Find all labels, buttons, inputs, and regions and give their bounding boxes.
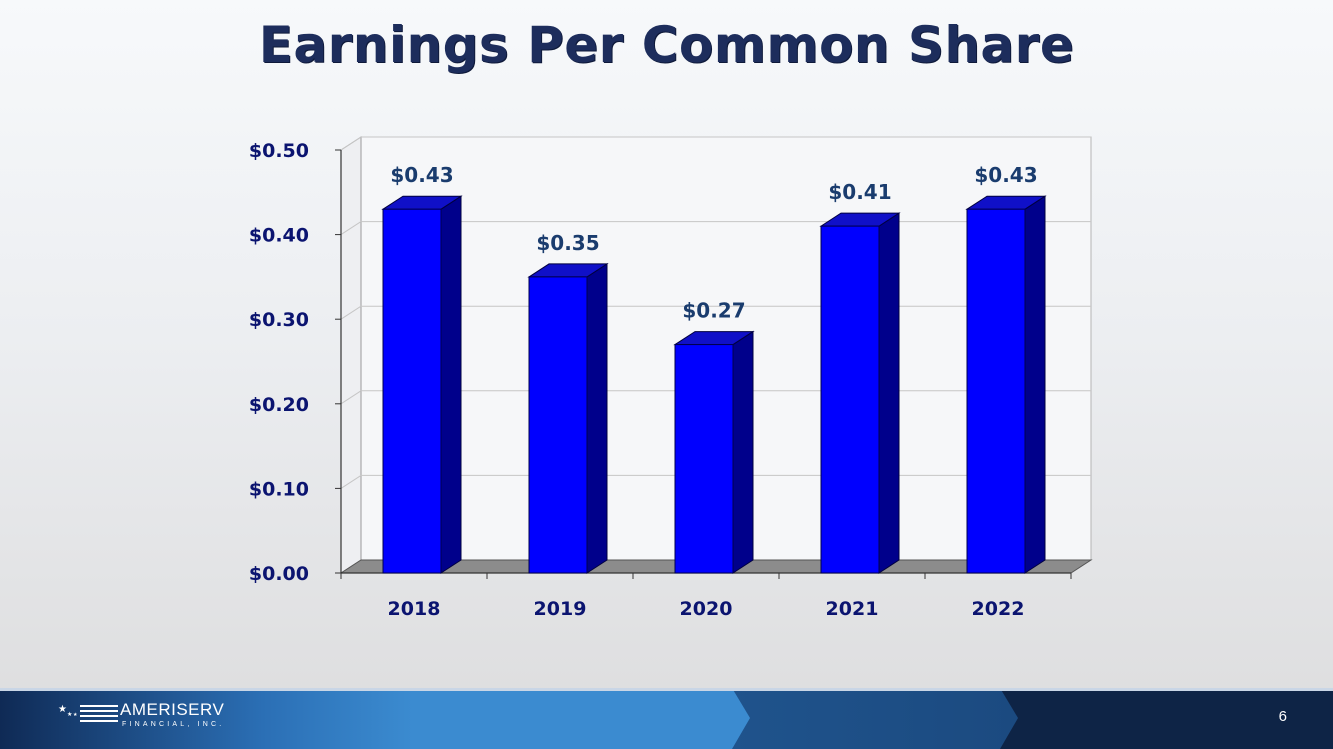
bar-2020 [673, 330, 755, 574]
bar-2018 [381, 195, 463, 574]
footer-left-band [0, 688, 750, 749]
logo-subtitle: FINANCIAL, INC. [122, 721, 225, 728]
y-tick-label: $0.00 [249, 563, 309, 585]
bar-front [382, 208, 442, 574]
bar-front [674, 344, 734, 574]
svg-text:★: ★ [58, 704, 67, 715]
gridline [340, 305, 362, 320]
data-label: $0.43 [390, 163, 453, 187]
ameriserv-logo: ★ ★ ★ AMERISERV FINANCIAL, INC. [58, 700, 224, 730]
page-title: Earnings Per Common Share [258, 16, 1075, 74]
footer-banner [0, 688, 1333, 749]
gridline [340, 221, 362, 236]
bar-2021 [819, 212, 901, 574]
flag-stars-icon: ★ ★ ★ [58, 704, 118, 722]
x-tick-label: 2018 [388, 598, 441, 620]
logo-wordmark: AMERISERV [120, 700, 225, 719]
x-tick-label: 2021 [826, 598, 879, 620]
gridline [340, 474, 362, 489]
x-tick-label: 2022 [972, 598, 1025, 620]
bar-2022 [965, 195, 1047, 574]
page-number: 6 [1278, 708, 1287, 725]
bar-chart: $0.00$0.10$0.20$0.30$0.40$0.50 2018 2019 2… [249, 136, 1093, 620]
data-label: $0.43 [974, 163, 1037, 187]
svg-text:★: ★ [73, 712, 78, 718]
y-tick-label: $0.30 [249, 309, 309, 331]
chart-data-labels: $0.43 $0.35 $0.27 $0.41 $0.43 [390, 163, 1037, 322]
gridline [340, 390, 362, 405]
bar-front [966, 208, 1026, 574]
footer-top-rule [0, 688, 1333, 691]
bar-2019 [527, 262, 609, 574]
y-tick-label: $0.50 [249, 140, 309, 162]
bar-side [440, 195, 462, 574]
data-label: $0.27 [682, 299, 745, 323]
bar-side [586, 262, 608, 574]
chart-side-panel [340, 136, 362, 574]
bar-side [1024, 195, 1046, 574]
x-tick-label: 2020 [680, 598, 733, 620]
data-label: $0.35 [536, 231, 599, 255]
x-axis-ticks: 2018 2019 2020 2021 2022 [340, 573, 1072, 620]
gridline [340, 136, 362, 151]
bar-side [732, 330, 754, 574]
x-tick-label: 2019 [534, 598, 587, 620]
svg-text:★: ★ [67, 711, 72, 718]
y-tick-label: $0.20 [249, 394, 309, 416]
bar-side [878, 212, 900, 574]
chart-bars [381, 195, 1047, 574]
bar-front [528, 276, 588, 574]
y-axis-ticks: $0.00 $0.10 $0.20 $0.30 $0.40 $0.50 [249, 140, 341, 585]
data-label: $0.41 [828, 180, 891, 204]
y-tick-label: $0.40 [249, 225, 309, 247]
y-tick-label: $0.10 [249, 478, 309, 500]
bar-front [820, 225, 880, 574]
